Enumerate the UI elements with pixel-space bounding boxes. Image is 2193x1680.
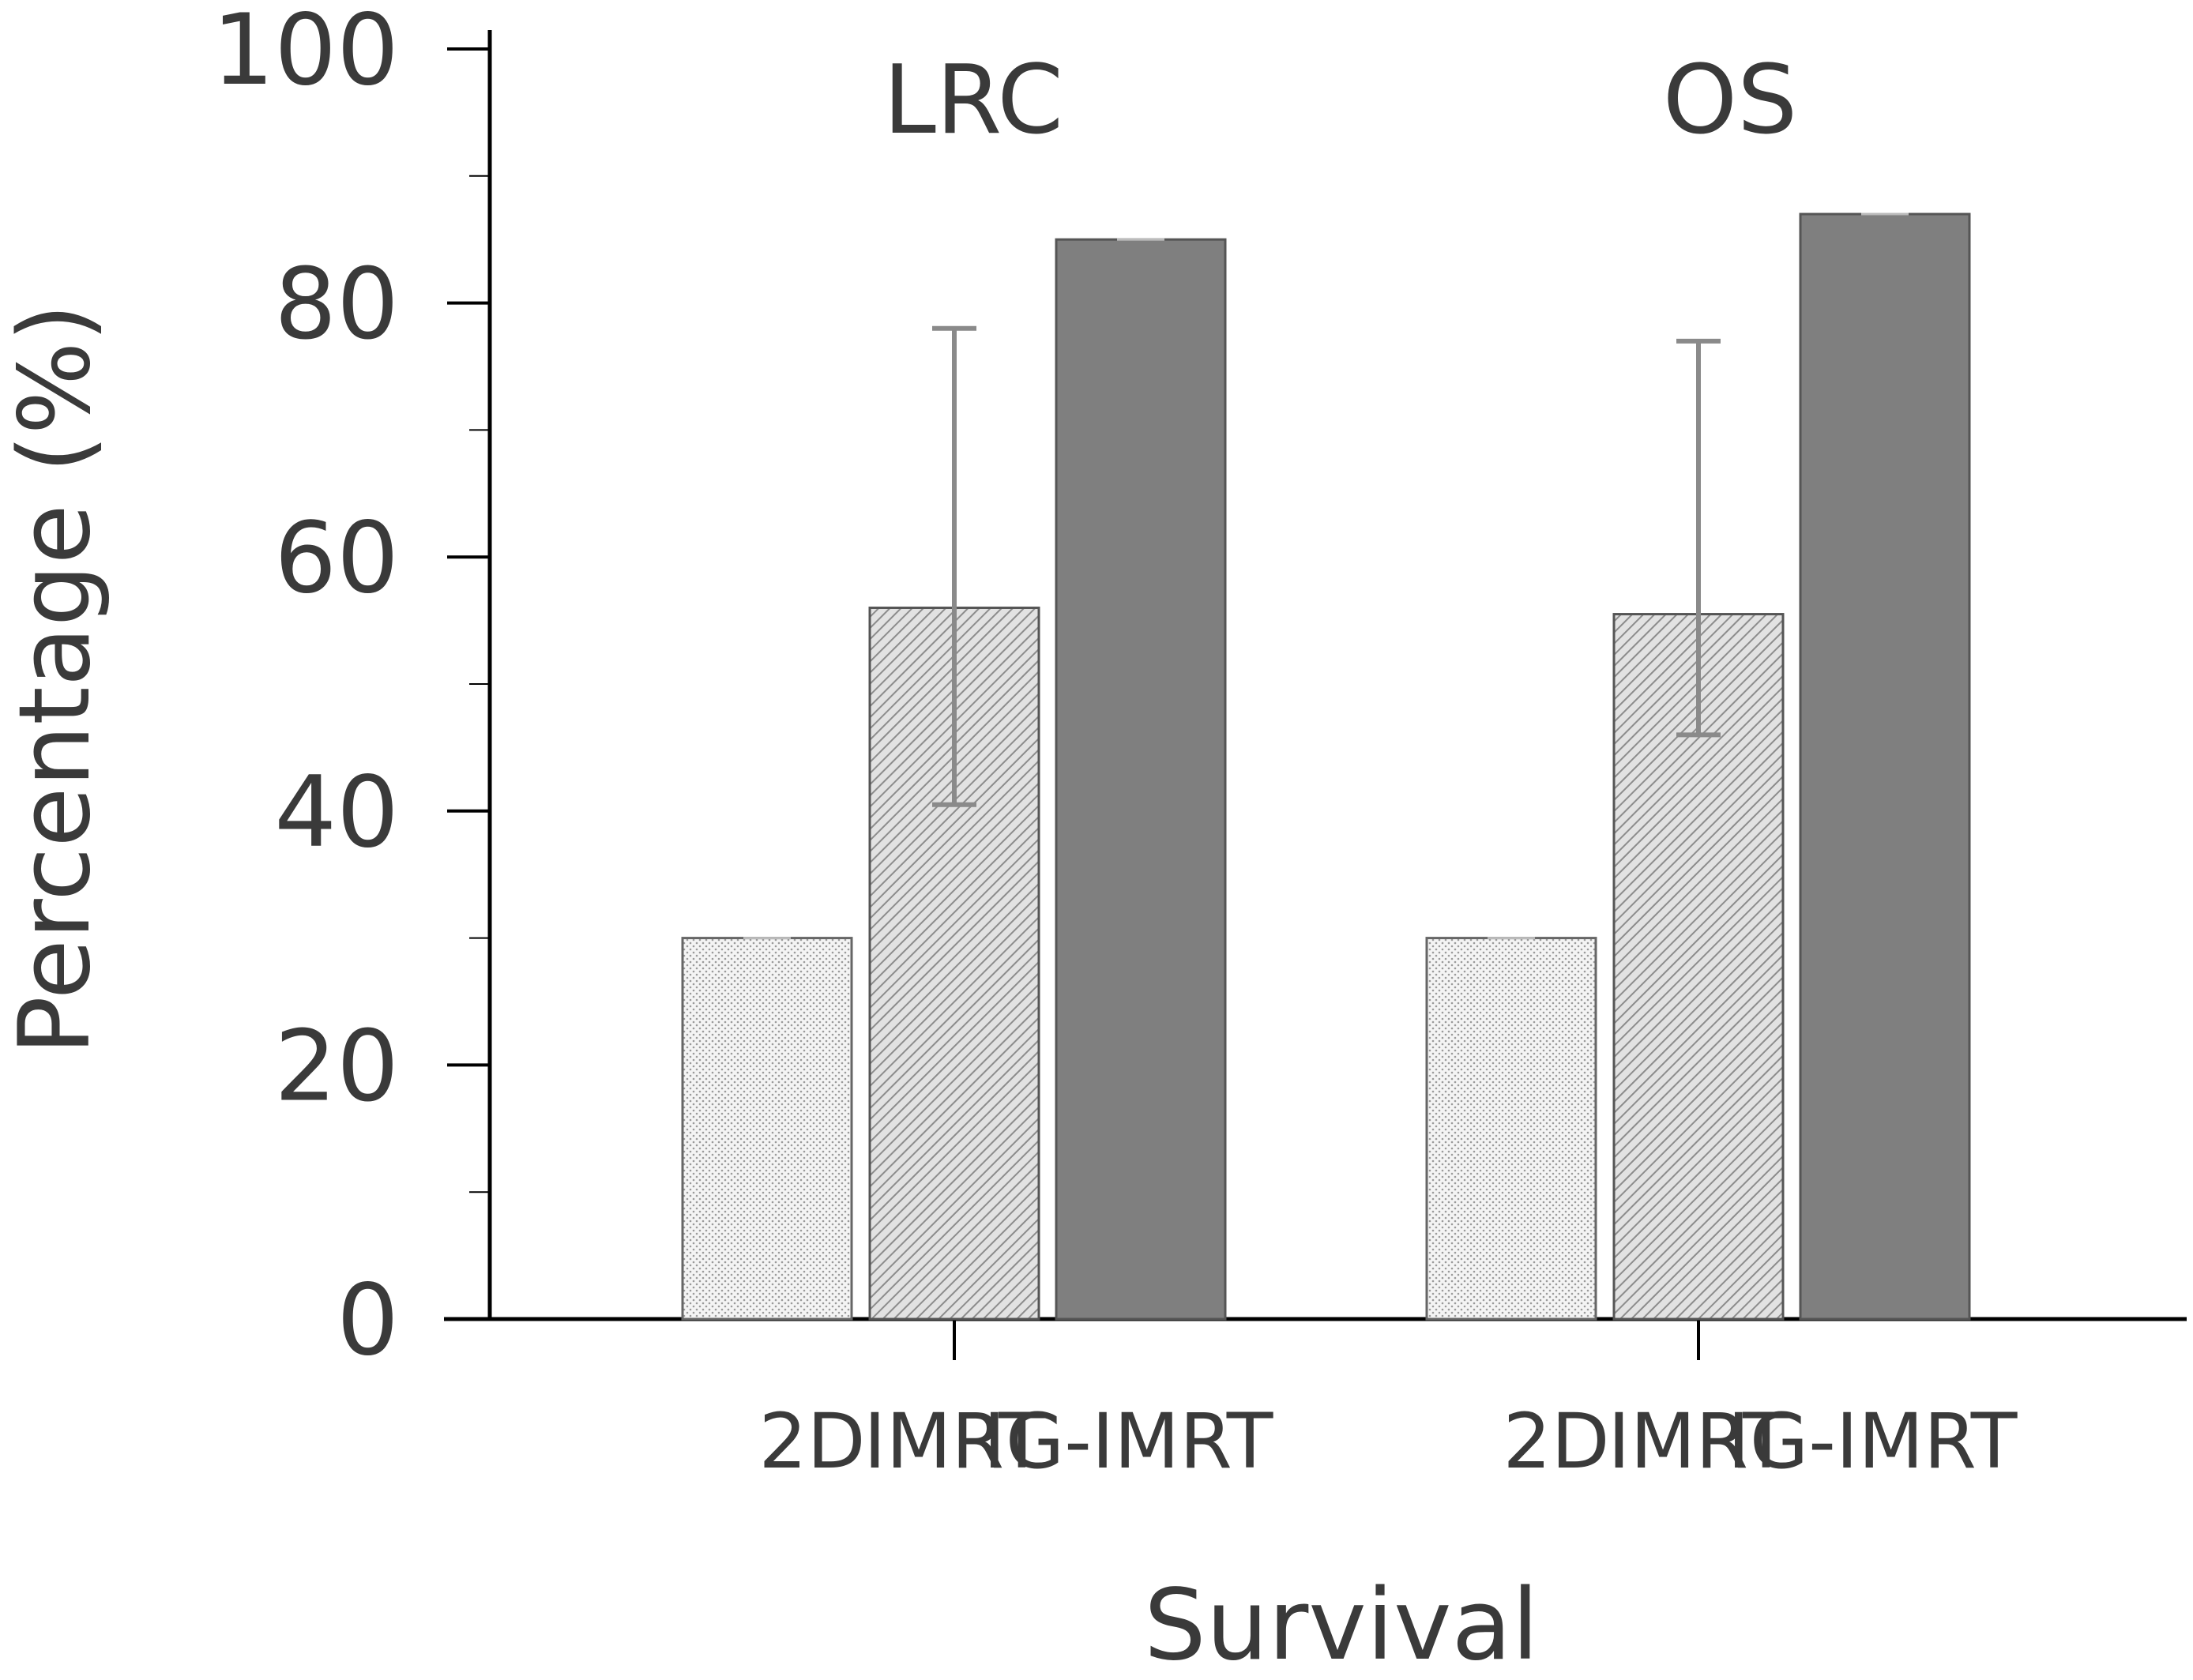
category-label-imrt: IMRT — [1608, 1397, 1789, 1486]
bar-lrc-2d — [681, 937, 853, 1321]
group-title-lrc: LRC — [883, 46, 1063, 156]
category-label-imrt: IMRT — [863, 1397, 1045, 1486]
bar-layer — [681, 212, 1971, 1321]
bar-os-ig-imrt — [1799, 212, 1971, 1321]
x-axis-title: Survival — [1144, 1569, 1539, 1680]
y-tick-label: 20 — [274, 1009, 399, 1123]
y-tick-label: 40 — [274, 756, 399, 870]
y-tick-label: 100 — [212, 0, 399, 107]
bar-os-2d — [1425, 937, 1597, 1321]
group-titles: LRC OS — [883, 46, 1797, 156]
y-tick-label: 80 — [274, 248, 399, 362]
y-axis-ticks: 0 20 40 60 80 100 — [212, 0, 490, 1377]
bar-lrc-ig-imrt — [1055, 238, 1227, 1321]
group-title-os: OS — [1663, 46, 1798, 156]
category-label-2d: 2D — [759, 1397, 866, 1486]
category-label-2d: 2D — [1503, 1397, 1610, 1486]
category-label-ig-imrt: IG-IMRT — [984, 1397, 1273, 1486]
error-bar-layer — [743, 212, 1909, 940]
x-axis-ticks — [953, 1321, 1700, 1360]
y-tick-label: 0 — [337, 1264, 399, 1377]
y-tick-label: 60 — [274, 502, 399, 615]
category-label-ig-imrt: IG-IMRT — [1728, 1397, 2018, 1486]
y-axis-title: Percentage (%) — [0, 303, 112, 1055]
